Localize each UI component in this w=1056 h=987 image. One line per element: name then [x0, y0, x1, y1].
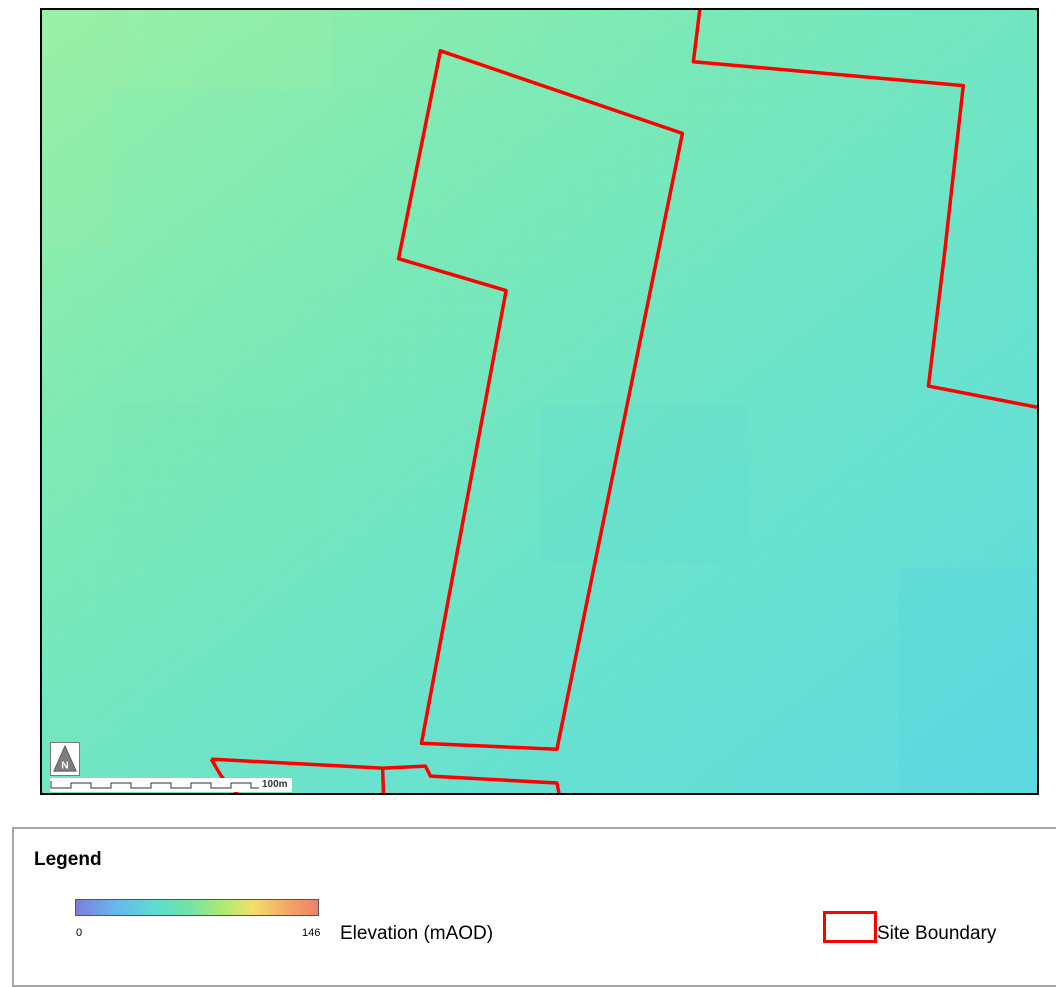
site-boundary-south[interactable]	[383, 764, 561, 793]
north-arrow: N	[50, 742, 80, 776]
scale-bar-graphic	[50, 781, 259, 789]
ramp-max-label: 146	[302, 927, 321, 939]
raster-tile	[898, 567, 1037, 793]
ramp-min-label: 0	[76, 927, 83, 939]
legend-title: Legend	[34, 849, 102, 870]
north-arrow-icon: N	[53, 744, 77, 772]
elevation-map	[42, 10, 1037, 793]
site-boundary-northeast[interactable]	[691, 10, 1037, 409]
elevation-color-ramp	[75, 899, 319, 916]
map-view[interactable]: N 100m	[40, 8, 1039, 795]
terrain-texture	[42, 10, 1037, 793]
scale-label: 100m	[262, 779, 288, 790]
site-boundaries	[209, 10, 1037, 793]
raster-tile	[539, 402, 750, 563]
raster-tile	[42, 10, 331, 90]
site-boundary-south-west[interactable]	[211, 757, 386, 793]
north-label: N	[61, 760, 68, 771]
scale-bar: 100m	[50, 778, 292, 792]
raster-tile	[111, 402, 321, 563]
site-boundary-legend-label: Site Boundary	[877, 923, 997, 944]
elevation-legend-label: Elevation (mAOD)	[340, 923, 494, 944]
site-boundary-central[interactable]	[396, 49, 685, 751]
raster-tiles	[42, 10, 1037, 793]
raster-tile	[42, 89, 112, 249]
legend-panel: Legend 0 146 Elevation (mAOD) Site Bound…	[12, 827, 1056, 987]
site-boundary-swatch	[823, 911, 877, 943]
